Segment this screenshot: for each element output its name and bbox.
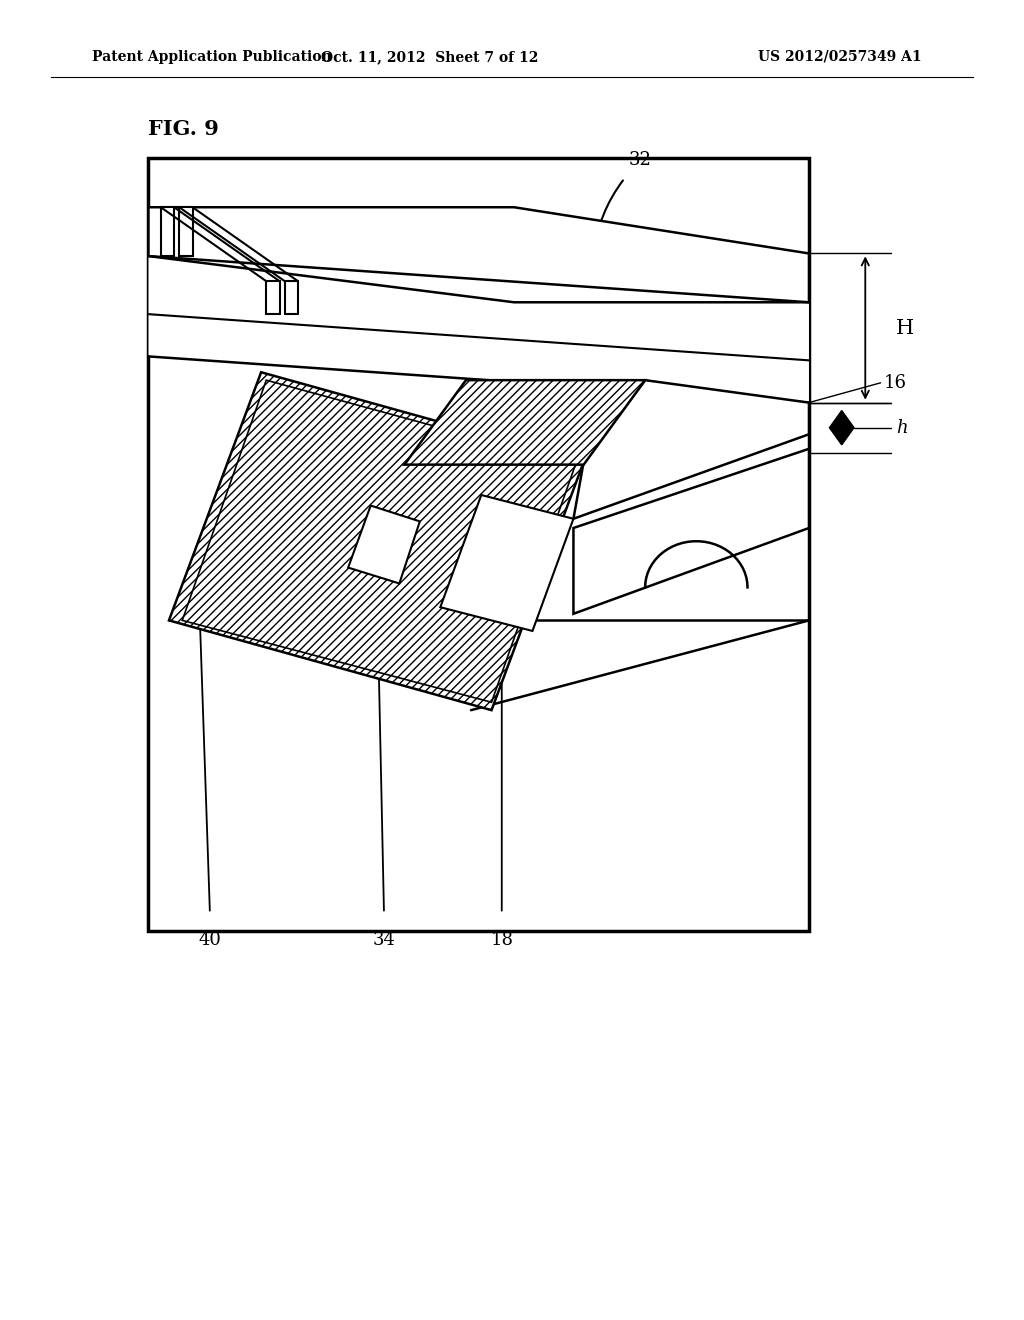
Text: 34: 34: [373, 931, 395, 949]
Text: US 2012/0257349 A1: US 2012/0257349 A1: [758, 50, 922, 63]
Text: FIG. 9: FIG. 9: [148, 119, 219, 140]
Polygon shape: [179, 207, 193, 256]
Polygon shape: [161, 207, 174, 256]
Polygon shape: [404, 380, 645, 465]
Text: Patent Application Publication: Patent Application Publication: [92, 50, 332, 63]
Polygon shape: [440, 495, 573, 631]
Text: Oct. 11, 2012  Sheet 7 of 12: Oct. 11, 2012 Sheet 7 of 12: [322, 50, 539, 63]
Polygon shape: [148, 207, 809, 302]
Polygon shape: [348, 506, 420, 583]
Text: h: h: [896, 418, 907, 437]
Text: 16: 16: [884, 374, 906, 392]
Bar: [148, 158, 809, 931]
Polygon shape: [829, 411, 854, 445]
Polygon shape: [573, 449, 809, 614]
Text: 18: 18: [490, 931, 513, 949]
Polygon shape: [573, 380, 809, 519]
Text: H: H: [896, 318, 914, 338]
Text: 40: 40: [199, 931, 221, 949]
Polygon shape: [148, 256, 809, 403]
Polygon shape: [169, 372, 584, 710]
Text: 32: 32: [629, 150, 651, 169]
